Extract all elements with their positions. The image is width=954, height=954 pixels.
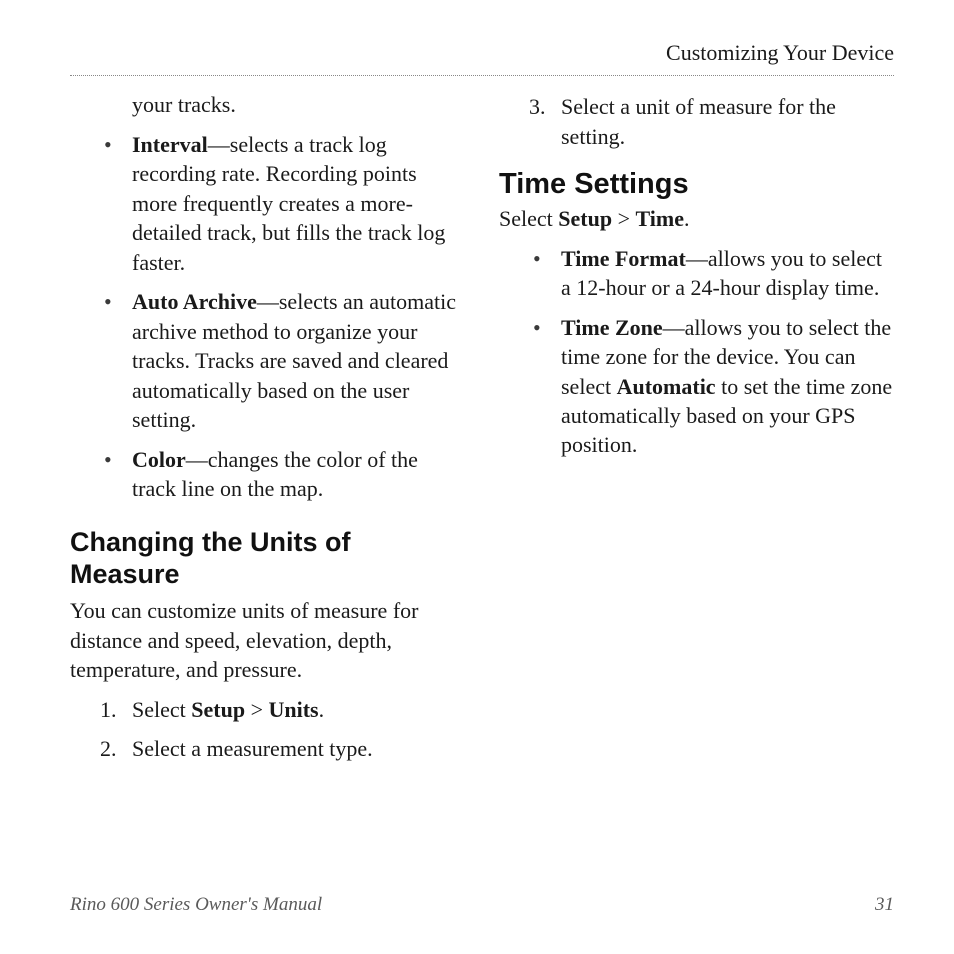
units-steps-continued: Select a unit of measure for the setting… xyxy=(499,92,894,151)
punct: . xyxy=(684,206,690,231)
bold-inline: Automatic xyxy=(617,374,716,399)
section-heading-units: Changing the Units of Measure xyxy=(70,526,465,591)
page-number: 31 xyxy=(875,894,894,916)
list-item: Time Format—allows you to select a 12-ho… xyxy=(529,244,894,303)
right-column: Select a unit of measure for the setting… xyxy=(499,90,894,773)
step-text: Select a unit of measure for the setting… xyxy=(561,94,836,148)
step-item: Select a measurement type. xyxy=(100,734,465,763)
menu-path: Setup xyxy=(558,206,612,231)
page-footer: Rino 600 Series Owner's Manual 31 xyxy=(70,894,894,916)
units-steps: Select Setup > Units. Select a measureme… xyxy=(70,695,465,764)
time-settings-list: Time Format—allows you to select a 12-ho… xyxy=(499,244,894,460)
term: Color xyxy=(132,447,186,472)
step-text: Select xyxy=(132,697,191,722)
continuation-text: your tracks. xyxy=(70,90,465,119)
sep: > xyxy=(245,697,268,722)
step-text: Select a measurement type. xyxy=(132,736,373,761)
menu-path: Units xyxy=(268,697,318,722)
menu-path: Setup xyxy=(191,697,245,722)
term: Time Zone xyxy=(561,315,663,340)
sep: > xyxy=(612,206,635,231)
two-column-layout: your tracks. Interval—selects a track lo… xyxy=(70,90,894,773)
manual-page: Customizing Your Device your tracks. Int… xyxy=(0,0,954,954)
menu-path: Time xyxy=(635,206,683,231)
section-heading-time: Time Settings xyxy=(499,167,894,202)
term: Time Format xyxy=(561,246,686,271)
pre: Select xyxy=(499,206,558,231)
step-item: Select Setup > Units. xyxy=(100,695,465,724)
left-column: your tracks. Interval—selects a track lo… xyxy=(70,90,465,773)
list-item: Time Zone—allows you to select the time … xyxy=(529,313,894,460)
manual-title: Rino 600 Series Owner's Manual xyxy=(70,894,322,916)
term: Auto Archive xyxy=(132,289,257,314)
track-settings-list: Interval—selects a track log recording r… xyxy=(70,130,465,504)
chapter-label: Customizing Your Device xyxy=(70,38,894,71)
header-rule xyxy=(70,75,894,76)
units-intro: You can customize units of measure for d… xyxy=(70,596,465,684)
time-select-line: Select Setup > Time. xyxy=(499,204,894,233)
list-item: Auto Archive—selects an automatic archiv… xyxy=(100,287,465,434)
punct: . xyxy=(319,697,325,722)
step-item: Select a unit of measure for the setting… xyxy=(529,92,894,151)
list-item: Color—changes the color of the track lin… xyxy=(100,445,465,504)
term: Interval xyxy=(132,132,208,157)
list-item: Interval—selects a track log recording r… xyxy=(100,130,465,277)
